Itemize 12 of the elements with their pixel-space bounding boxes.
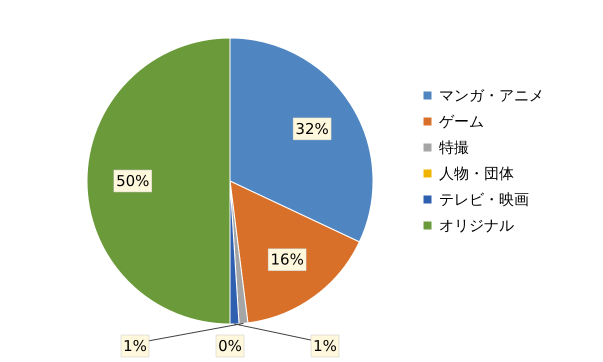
legend-label: オリジナル <box>439 216 514 234</box>
data-label: 16% <box>270 250 304 269</box>
text: 0% <box>218 337 242 355</box>
legend-label: テレビ・映画 <box>439 190 529 208</box>
legend-label: マンガ・アニメ <box>439 86 544 104</box>
legend-label: ゲーム <box>439 112 484 130</box>
data-label: 32% <box>295 120 329 138</box>
legend-label: 特撮 <box>439 138 469 156</box>
data-label: 1% <box>313 337 337 355</box>
data-label: 1% <box>123 337 147 355</box>
legend-label: 人物・団体 <box>439 164 514 182</box>
data-label: 50% <box>116 172 150 190</box>
